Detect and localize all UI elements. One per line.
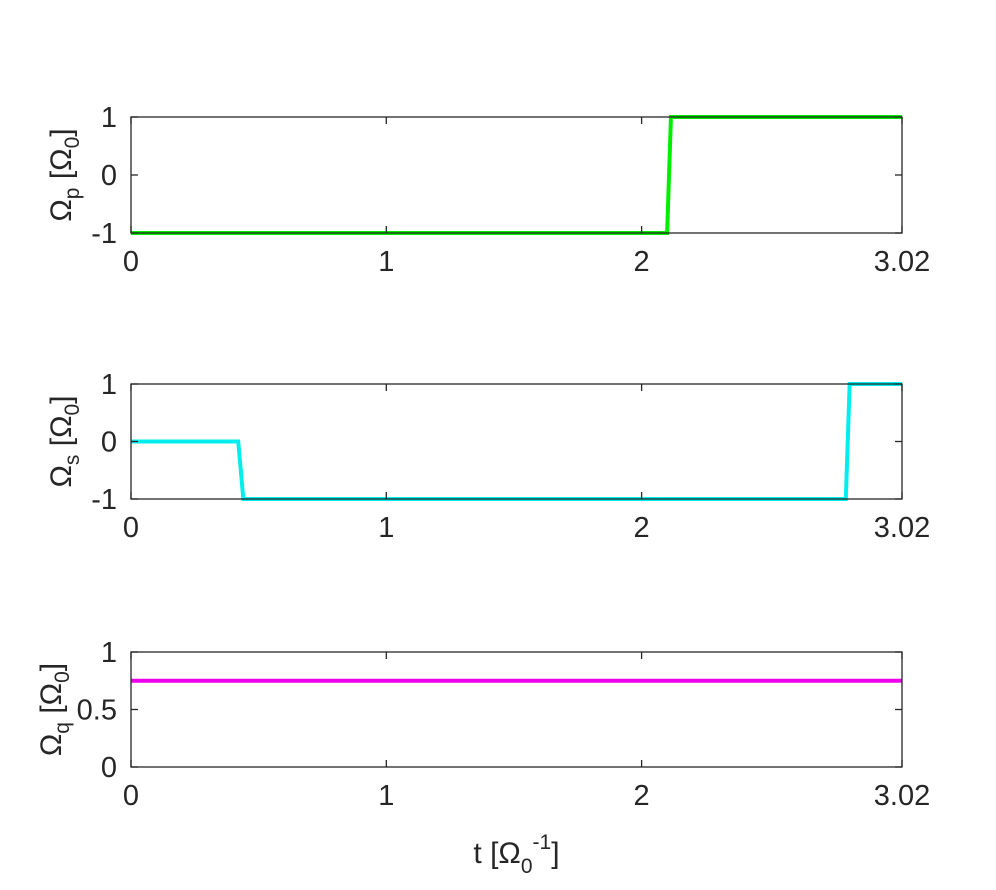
x-tick-label: 0 [123,780,139,812]
x-axis-label: t [Ω0-1] [473,831,559,878]
series-line-1-1 [131,115,902,235]
y-tick-label: 1 [101,369,117,401]
x-tick-label: 3.02 [874,246,930,278]
y-tick-label: 1 [101,637,117,669]
y-label-bracket-close: ] [45,395,78,403]
y-tick-label: 0 [101,160,117,192]
x-tick-label: 1 [378,780,394,812]
x-tick-label: 0 [123,246,139,278]
y-label-subscript: p [61,188,84,200]
y-tick-label: 0.5 [77,695,117,727]
y-tick-label: 0 [101,752,117,784]
axes-frame [130,116,903,234]
x-label-main: t [Ω [473,837,520,870]
y-label-bracket: [Ω [35,683,68,722]
x-label-close: ] [551,837,559,870]
y-label-unit-subscript: 0 [61,137,84,149]
y-label-unit-subscript: 0 [61,404,84,416]
series-line-2-1 [131,382,902,501]
y-label-symbol: Ω [45,465,78,487]
y-axis-label: Ωp [Ω0] [45,128,84,221]
axes-frame [130,383,903,500]
y-label-bracket-close: ] [45,128,78,136]
y-tick-label: -1 [91,218,117,250]
y-label-symbol: Ω [35,734,68,756]
y-tick-label: 1 [101,102,117,134]
y-label-bracket: [Ω [45,415,78,454]
x-label-superscript: -1 [533,831,552,854]
y-label-bracket-close: ] [35,663,68,671]
y-label-symbol: Ω [45,199,78,221]
x-tick-label: 0 [123,512,139,544]
y-axis-label: Ωq [Ω0] [35,663,74,756]
y-tick-label: -1 [91,484,117,516]
x-tick-label: 1 [378,246,394,278]
axes-frame [130,651,903,768]
x-tick-label: 3.02 [874,512,930,544]
y-label-subscript: s [61,455,84,466]
y-axis-label: Ωs [Ω0] [45,395,84,487]
y-tick-label: 0 [101,427,117,459]
x-tick-label: 3.02 [874,780,930,812]
x-tick-label: 2 [634,512,650,544]
x-tick-label: 2 [634,780,650,812]
x-tick-label: 1 [378,512,394,544]
y-label-bracket: [Ω [45,148,78,187]
x-label-subscript: 0 [521,855,533,878]
x-tick-label: 2 [634,246,650,278]
y-label-unit-subscript: 0 [51,671,74,683]
y-label-subscript: q [51,722,74,734]
